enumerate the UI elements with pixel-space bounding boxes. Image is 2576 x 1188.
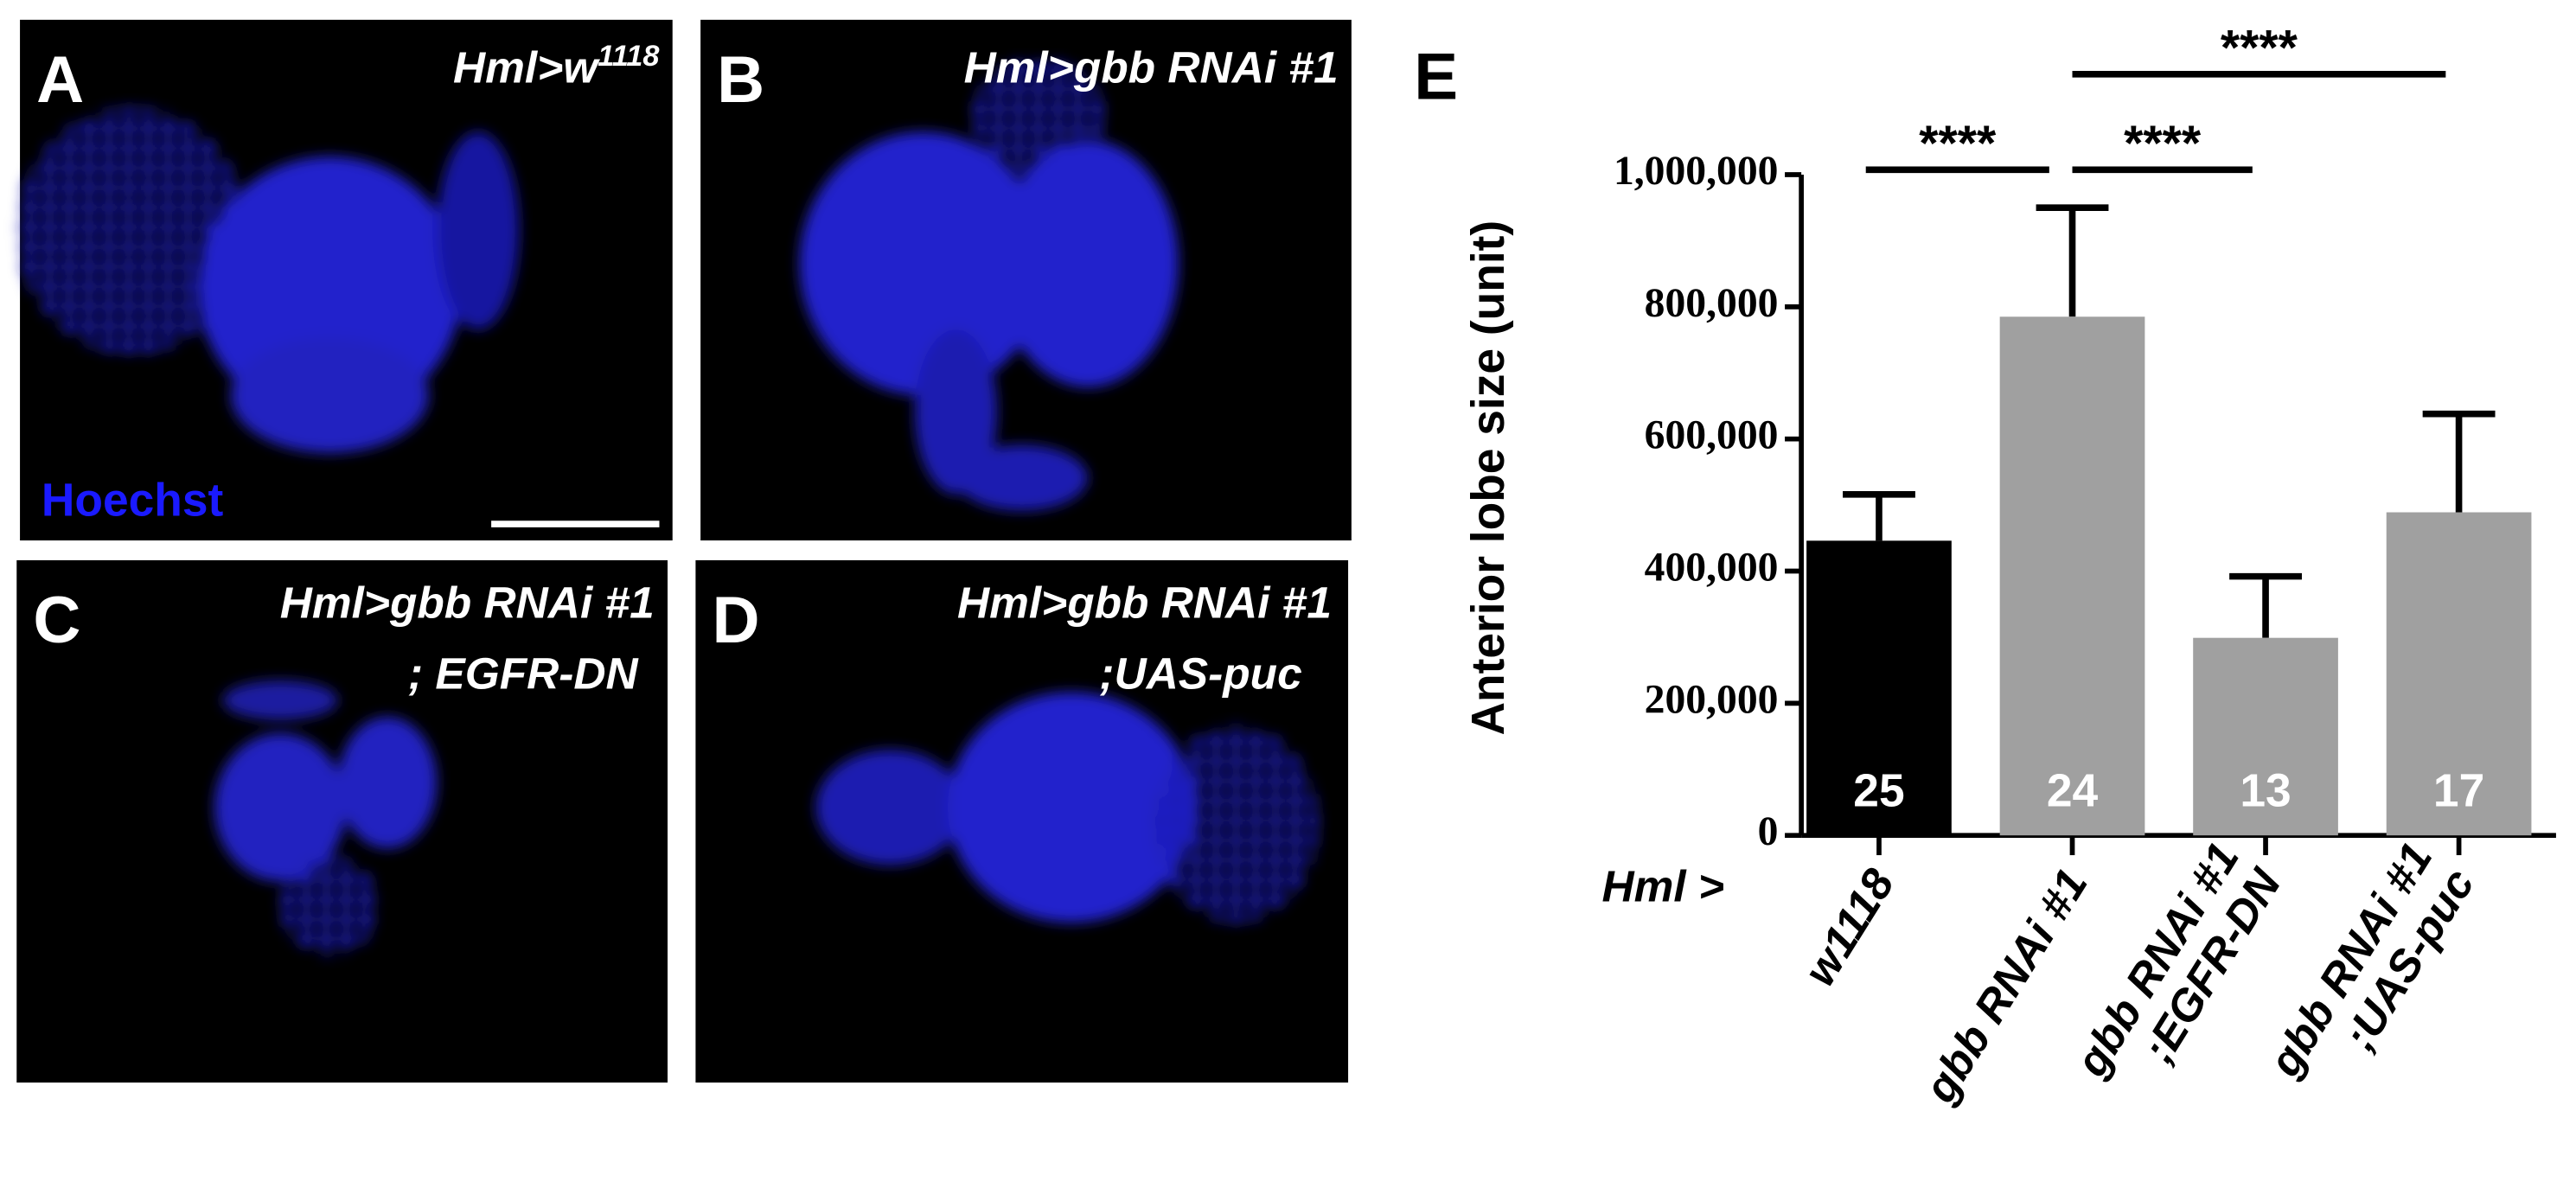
y-tick-label: 200,000 — [1645, 677, 1779, 722]
y-tick-label: 0 — [1758, 809, 1779, 854]
panel-d: D Hml>gbb RNAi #1 ;UAS-puc — [695, 559, 1349, 1083]
panel-letter: C — [33, 584, 80, 657]
count-label: 17 — [2433, 766, 2484, 817]
y-tick-label: 1,000,000 — [1614, 149, 1778, 194]
y-tick-label: 600,000 — [1645, 413, 1779, 458]
count-label: 25 — [1853, 766, 1904, 817]
bar — [2193, 637, 2338, 836]
panel-title: Hml>gbb RNAi #1 — [280, 578, 655, 628]
significance-label: **** — [2221, 20, 2298, 75]
panel-b: B Hml>gbb RNAi #1 — [700, 19, 1352, 541]
bar — [2386, 512, 2532, 836]
panel-c: C Hml>gbb RNAi #1 ; EGFR-DN — [16, 559, 668, 1083]
panel-letter: B — [717, 43, 764, 117]
panel-title: Hml>w1118 — [453, 40, 660, 92]
panel-subtitle: ; EGFR-DN — [408, 648, 640, 699]
x-tick-label: gbb RNAi #1;UAS-puc — [2259, 834, 2483, 1111]
tissue — [799, 57, 1179, 511]
bar — [1999, 316, 2145, 836]
tissue — [815, 692, 1319, 923]
x-tick-label: gbb RNAi #1 — [1914, 860, 2097, 1112]
significance-label: **** — [1919, 116, 1997, 171]
y-axis-label: Anterior lobe size (unit) — [1463, 220, 1514, 736]
bar — [1806, 540, 1952, 836]
x-tick-label: w1118 — [1793, 859, 1903, 994]
count-label: 24 — [2047, 766, 2099, 817]
y-tick-label: 800,000 — [1645, 281, 1779, 326]
tissue — [16, 106, 520, 454]
panel-letter: A — [36, 43, 84, 117]
panel-title: Hml>gbb RNAi #1 — [957, 578, 1332, 628]
title-sup: 1118 — [598, 40, 660, 73]
panel-letter: E — [1414, 40, 1458, 113]
panel-subtitle: ;UAS-puc — [1099, 648, 1301, 699]
significance-label: **** — [2124, 116, 2202, 171]
count-label: 13 — [2240, 766, 2291, 817]
y-tick-label: 400,000 — [1645, 545, 1779, 590]
panel-title: Hml>gbb RNAi #1 — [964, 42, 1339, 92]
label-line: gbb RNAi #1 — [1914, 860, 2097, 1112]
stain-label: Hoechst — [42, 475, 224, 526]
panel-letter: D — [712, 584, 759, 657]
panel-a: A Hml>w1118 Hoechst — [16, 19, 673, 541]
tissue — [214, 680, 438, 956]
label-line: w1118 — [1793, 859, 1903, 994]
x-axis-label: Hml > — [1602, 861, 1725, 911]
x-tick-label: gbb RNAi #1;EGFR-DN — [2065, 833, 2291, 1112]
title-text: Hml>w — [453, 42, 600, 92]
bar-chart: 0 200,000 400,000 600,000 800,000 1,000,000 w1… — [1614, 20, 2556, 1112]
